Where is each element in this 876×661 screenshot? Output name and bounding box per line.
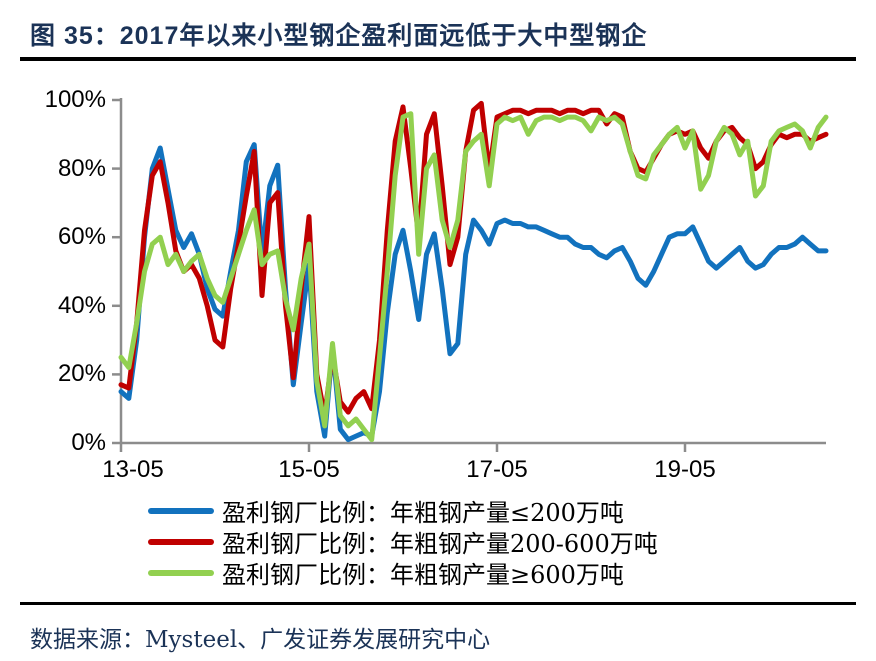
legend-item-small-mills: 盈利钢厂比例：年粗钢产量≤200万吨 (148, 495, 658, 527)
y-tick-label-40: 40% (57, 292, 106, 319)
y-tick-label-0: 0% (71, 429, 106, 456)
series-line-1 (118, 100, 829, 419)
line-chart: 0% 20% 40% 60% 80% 100% 13-05 15-05 17-0… (0, 85, 876, 500)
figure-title: 图 35：2017年以来小型钢企盈利面远低于大中型钢企 (30, 22, 648, 50)
legend-item-medium-mills: 盈利钢厂比例：年粗钢产量200-600万吨 (148, 526, 658, 558)
legend-swatch-green (148, 569, 214, 576)
x-tick-label-1705: 17-05 (466, 456, 528, 483)
series-lines (118, 100, 829, 443)
y-tick-label-20: 20% (57, 360, 106, 387)
legend-label-small-mills: 盈利钢厂比例：年粗钢产量≤200万吨 (222, 499, 624, 527)
x-tick-label-1305: 13-05 (102, 456, 164, 483)
title-underline (20, 57, 856, 61)
y-tick-label-100: 100% (44, 86, 106, 113)
x-tick-label-1505: 15-05 (278, 456, 340, 483)
legend-item-large-mills: 盈利钢厂比例：年粗钢产量≥600万吨 (148, 557, 658, 589)
legend-label-medium-mills: 盈利钢厂比例：年粗钢产量200-600万吨 (222, 530, 658, 558)
y-tick-label-60: 60% (57, 223, 106, 250)
source-divider (20, 602, 856, 605)
x-tick-label-1905: 19-05 (654, 456, 716, 483)
series-line-2 (118, 111, 829, 443)
x-axis-ticks (119, 443, 687, 452)
data-source: 数据来源：Mysteel、广发证券发展研究中心 (30, 627, 491, 653)
y-axis-ticks (112, 98, 121, 445)
legend-label-large-mills: 盈利钢厂比例：年粗钢产量≥600万吨 (222, 561, 624, 589)
legend-swatch-blue (148, 507, 214, 514)
plot-area (112, 98, 829, 452)
legend-swatch-red (148, 538, 214, 545)
chart-legend: 盈利钢厂比例：年粗钢产量≤200万吨 盈利钢厂比例：年粗钢产量200-600万吨… (148, 495, 658, 589)
y-tick-label-80: 80% (57, 155, 106, 182)
